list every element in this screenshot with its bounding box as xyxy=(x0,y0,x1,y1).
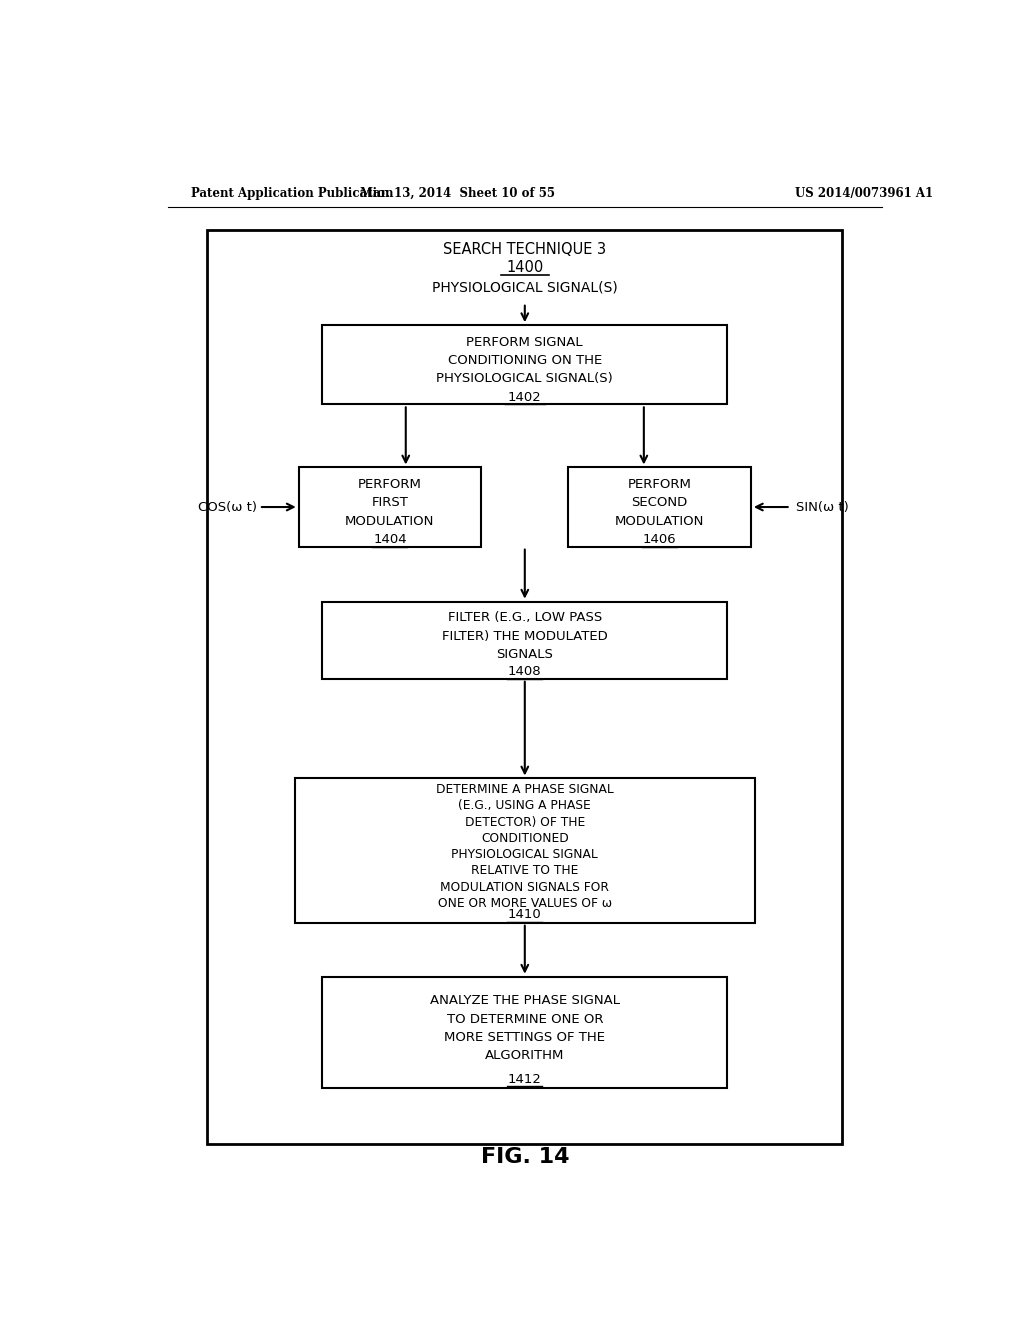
Text: SECOND: SECOND xyxy=(632,496,688,510)
Text: PHYSIOLOGICAL SIGNAL: PHYSIOLOGICAL SIGNAL xyxy=(452,849,598,861)
Text: 1406: 1406 xyxy=(643,533,677,546)
Text: SEARCH TECHNIQUE 3: SEARCH TECHNIQUE 3 xyxy=(443,243,606,257)
Text: ANALYZE THE PHASE SIGNAL: ANALYZE THE PHASE SIGNAL xyxy=(430,994,620,1007)
Text: PERFORM SIGNAL: PERFORM SIGNAL xyxy=(467,335,583,348)
Text: PERFORM: PERFORM xyxy=(358,478,422,491)
Text: MODULATION SIGNALS FOR: MODULATION SIGNALS FOR xyxy=(440,880,609,894)
Bar xyxy=(323,325,727,404)
Text: 1408: 1408 xyxy=(508,665,542,678)
Text: ONE OR MORE VALUES OF ω: ONE OR MORE VALUES OF ω xyxy=(437,896,612,909)
Text: FILTER (E.G., LOW PASS: FILTER (E.G., LOW PASS xyxy=(447,611,602,624)
Bar xyxy=(568,467,751,546)
Text: PHYSIOLOGICAL SIGNAL(S): PHYSIOLOGICAL SIGNAL(S) xyxy=(432,280,617,294)
Text: TO DETERMINE ONE OR: TO DETERMINE ONE OR xyxy=(446,1012,603,1026)
Bar xyxy=(323,602,727,678)
Text: (E.G., USING A PHASE: (E.G., USING A PHASE xyxy=(459,800,591,812)
Text: MODULATION: MODULATION xyxy=(345,515,434,528)
Text: PERFORM: PERFORM xyxy=(628,478,691,491)
Bar xyxy=(207,230,843,1144)
Text: 1402: 1402 xyxy=(508,391,542,404)
Text: CONDITIONING ON THE: CONDITIONING ON THE xyxy=(447,354,602,367)
Text: SIN(ω t): SIN(ω t) xyxy=(796,500,849,513)
Text: PHYSIOLOGICAL SIGNAL(S): PHYSIOLOGICAL SIGNAL(S) xyxy=(436,372,613,385)
Text: DETERMINE A PHASE SIGNAL: DETERMINE A PHASE SIGNAL xyxy=(436,783,613,796)
Bar xyxy=(299,467,481,546)
Text: FIRST: FIRST xyxy=(372,496,409,510)
Text: 1412: 1412 xyxy=(508,1073,542,1086)
Text: 1400: 1400 xyxy=(506,260,544,275)
Text: RELATIVE TO THE: RELATIVE TO THE xyxy=(471,865,579,878)
Bar xyxy=(323,977,727,1089)
Text: FIG. 14: FIG. 14 xyxy=(480,1147,569,1167)
Bar xyxy=(295,779,755,923)
Text: US 2014/0073961 A1: US 2014/0073961 A1 xyxy=(795,187,933,199)
Text: COS(ω t): COS(ω t) xyxy=(198,500,257,513)
Text: 1404: 1404 xyxy=(373,533,407,546)
Text: FILTER) THE MODULATED: FILTER) THE MODULATED xyxy=(442,630,607,643)
Text: SIGNALS: SIGNALS xyxy=(497,648,553,661)
Text: Mar. 13, 2014  Sheet 10 of 55: Mar. 13, 2014 Sheet 10 of 55 xyxy=(359,187,555,199)
Text: MODULATION: MODULATION xyxy=(615,515,705,528)
Text: MORE SETTINGS OF THE: MORE SETTINGS OF THE xyxy=(444,1031,605,1044)
Text: 1410: 1410 xyxy=(508,908,542,921)
Text: ALGORITHM: ALGORITHM xyxy=(485,1049,564,1063)
Text: DETECTOR) OF THE: DETECTOR) OF THE xyxy=(465,816,585,829)
Text: CONDITIONED: CONDITIONED xyxy=(481,832,568,845)
Text: Patent Application Publication: Patent Application Publication xyxy=(191,187,394,199)
